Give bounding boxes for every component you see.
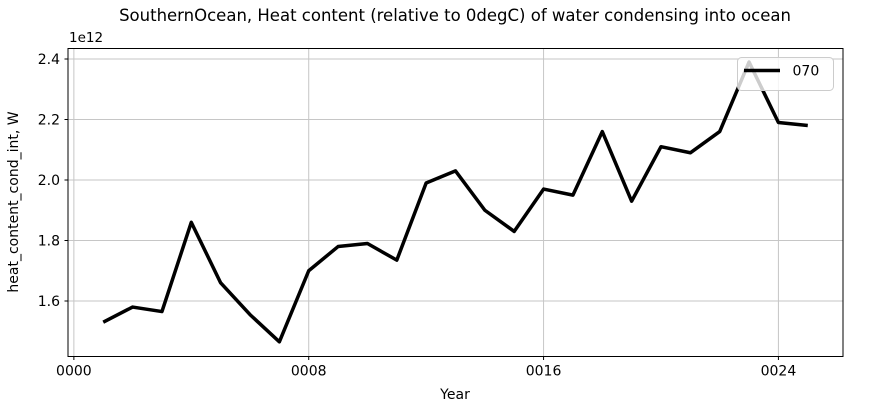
legend-label: 070: [793, 64, 820, 80]
axes-frame: [67, 48, 844, 357]
y-tick-label: 1.8: [38, 233, 60, 249]
legend-box: [737, 57, 834, 91]
y-tick-label: 2.4: [38, 52, 60, 68]
x-tick-label: 0000: [56, 364, 92, 380]
y-axis-offset-text: 1e12: [69, 30, 104, 46]
y-tick-label: 1.6: [38, 294, 60, 310]
data-line-070: [102, 60, 808, 344]
x-tick-label: 0024: [761, 364, 797, 380]
y-tick-label: 2.0: [38, 173, 60, 189]
y-tick-label: 2.2: [38, 112, 60, 128]
x-tick-label: 0016: [526, 364, 562, 380]
x-tick-label: 0008: [291, 364, 327, 380]
chart-title: SouthernOcean, Heat content (relative to…: [119, 6, 791, 25]
x-axis-label: Year: [440, 387, 470, 403]
